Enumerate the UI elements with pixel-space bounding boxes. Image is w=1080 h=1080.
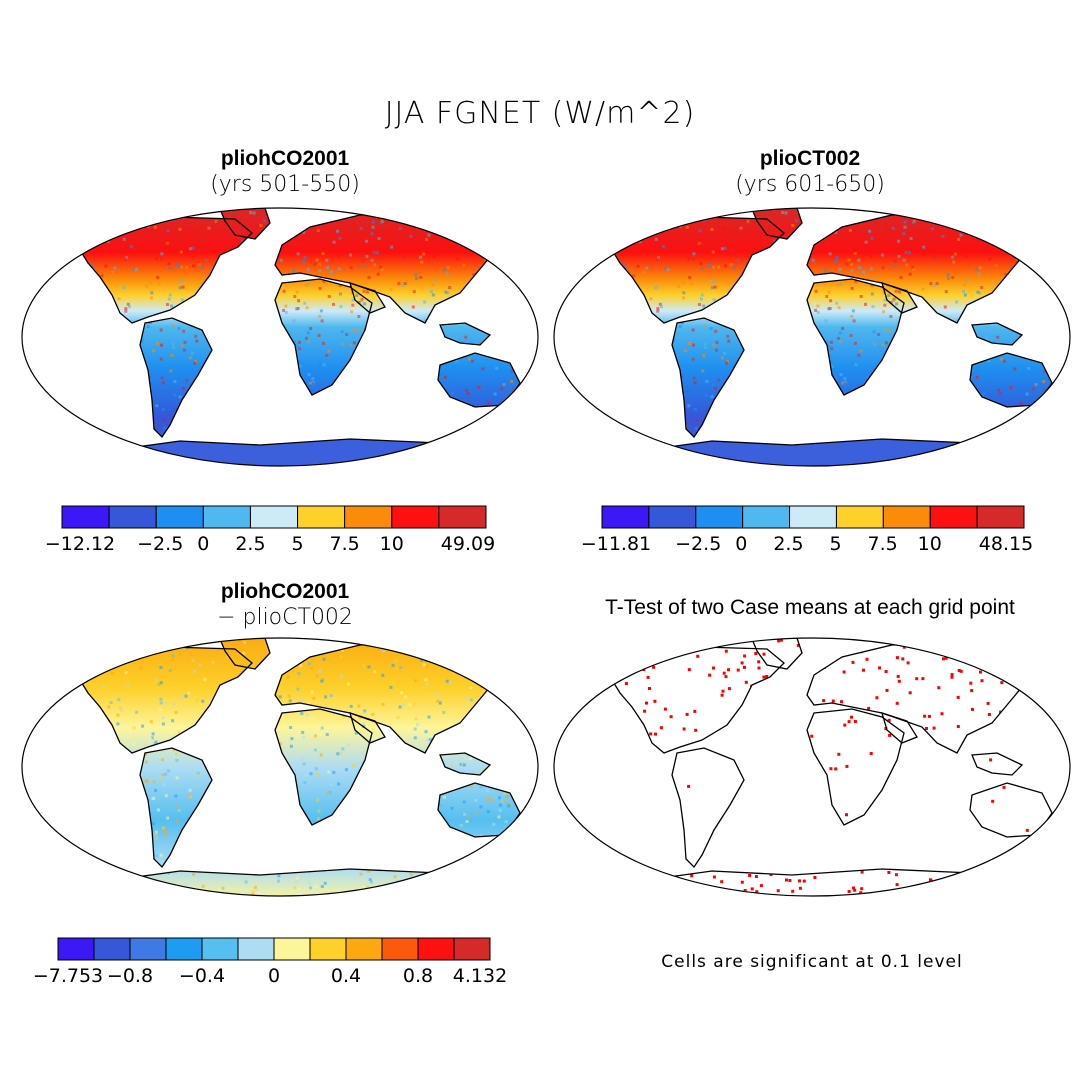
- coastline-samerica: [671, 317, 745, 439]
- map-frame: [21, 637, 539, 897]
- map-panel-tr: [553, 207, 1071, 467]
- colorbar-swatch: [695, 505, 744, 529]
- colorbar-swatch: [108, 505, 157, 529]
- coastline-samerica: [139, 317, 213, 439]
- colorbar-swatch: [165, 937, 203, 961]
- colorbar-tick-label: −0.8: [107, 965, 153, 987]
- colorbar-swatch: [57, 937, 95, 961]
- colorbar-swatch: [882, 505, 931, 529]
- colorbar-bl: −7.753 −0.8 −0.4 0 0.4 0.8 4.132: [33, 937, 507, 987]
- coastline-samerica: [139, 747, 213, 869]
- colorbar-tick-label: 0: [735, 533, 747, 555]
- colorbar-tick-label: 10: [380, 533, 404, 555]
- colorbar-swatch: [648, 505, 697, 529]
- colorbar-swatch: [391, 505, 440, 529]
- map-frame: [553, 637, 1071, 897]
- colorbar-swatch: [453, 937, 491, 961]
- panel-bl-case-name: pliohCO2001: [220, 580, 350, 603]
- colorbar-tick-label: −12.12: [45, 533, 115, 555]
- map-panel-tl: [21, 207, 539, 467]
- colorbar-tick-label: 7.5: [868, 533, 898, 555]
- colorbar-swatch: [237, 937, 275, 961]
- colorbar-swatch: [601, 505, 650, 529]
- colorbar-tick-label: 0.8: [403, 965, 433, 987]
- colorbar-tick-label: 2.5: [235, 533, 265, 555]
- coastline-africa: [806, 278, 905, 396]
- coastline-seasia: [439, 752, 492, 776]
- colorbar-swatch: [155, 505, 204, 529]
- coastline-arabia: [349, 282, 386, 314]
- coastline-seasia: [439, 322, 492, 346]
- colorbar-tick-label: −11.81: [581, 533, 651, 555]
- colorbar-tick-label: 49.09: [441, 533, 495, 555]
- colorbar-tick-label: 0: [268, 965, 280, 987]
- colorbar-tl: −12.12 −2.5 0 2.5 5 7.5 10 49.09: [45, 505, 495, 555]
- panel-tl-case-name: pliohCO2001: [220, 147, 350, 170]
- colorbar-swatch: [61, 505, 110, 529]
- coastline-samerica: [671, 747, 745, 869]
- colorbar-tick-label: 0: [197, 533, 209, 555]
- coastline-africa: [806, 708, 905, 826]
- colorbar-swatch: [201, 937, 239, 961]
- colorbar-tick-label: 7.5: [330, 533, 360, 555]
- colorbar-tick-label: −7.753: [33, 965, 103, 987]
- colorbar-tick-label: −2.5: [675, 533, 721, 555]
- panel-bl-difference-label: − plioCT002: [217, 605, 353, 630]
- coastline-arabia: [881, 712, 918, 744]
- colorbar-tick-label: 48.15: [979, 533, 1033, 555]
- colorbar-tick-label: −0.4: [179, 965, 225, 987]
- colorbar-tick-label: 4.132: [453, 965, 507, 987]
- colorbar-tick-label: −2.5: [137, 533, 183, 555]
- colorbar-swatch: [273, 937, 311, 961]
- coastline-africa: [274, 278, 373, 396]
- colorbar-swatch: [742, 505, 791, 529]
- colorbar-swatch: [344, 505, 393, 529]
- map-frame: [553, 207, 1071, 467]
- colorbar-tr: −11.81 −2.5 0 2.5 5 7.5 10 48.15: [581, 505, 1033, 555]
- colorbar-swatch: [438, 505, 487, 529]
- colorbar-swatch: [93, 937, 131, 961]
- colorbar-swatch: [381, 937, 419, 961]
- coastline-seasia: [971, 752, 1024, 776]
- colorbar-tick-label: 0.4: [331, 965, 361, 987]
- map-panel-br: [553, 637, 1071, 897]
- panel-tr-case-name: plioCT002: [759, 147, 861, 170]
- coastline-greenland: [219, 638, 271, 670]
- coastline-africa: [274, 708, 373, 826]
- colorbar-swatch: [976, 505, 1025, 529]
- colorbar-swatch: [345, 937, 383, 961]
- coastline-seasia: [971, 322, 1024, 346]
- coastline-arabia: [881, 282, 918, 314]
- significance-note: Cells are significant at 0.1 level: [661, 952, 963, 972]
- panel-br-ttest-title: T-Test of two Case means at each grid po…: [605, 596, 1015, 619]
- panel-tl-years: (yrs 501-550): [210, 172, 360, 197]
- colorbar-swatch: [789, 505, 837, 529]
- colorbar-tick-label: 5: [830, 533, 842, 555]
- figure-title: JJA FGNET (W/m^2): [384, 96, 696, 131]
- colorbar-tick-label: 10: [918, 533, 942, 555]
- colorbar-swatch: [202, 505, 251, 529]
- colorbar-swatch: [309, 937, 347, 961]
- panel-tr-years: (yrs 601-650): [735, 172, 885, 197]
- coastline-greenland: [219, 208, 271, 240]
- colorbar-swatch: [249, 505, 299, 529]
- colorbar-swatch: [835, 505, 884, 529]
- map-panel-bl: [21, 637, 539, 897]
- colorbar-tick-label: 5: [292, 533, 304, 555]
- colorbar-swatch: [929, 505, 978, 529]
- coastline-greenland: [751, 208, 803, 240]
- coastline-greenland: [751, 638, 803, 670]
- map-frame: [21, 207, 539, 467]
- coastline-arabia: [349, 712, 386, 744]
- colorbar-swatch: [417, 937, 455, 961]
- colorbar-swatch: [297, 505, 346, 529]
- colorbar-swatch: [129, 937, 167, 961]
- colorbar-tick-label: 2.5: [773, 533, 803, 555]
